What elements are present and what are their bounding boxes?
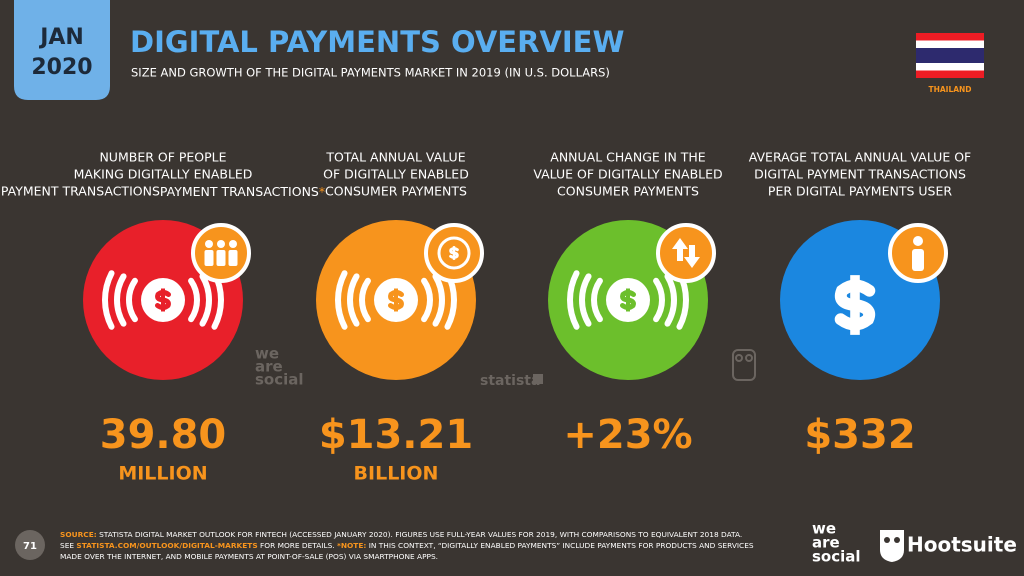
source-segment: *NOTE: [337,541,366,550]
page-number: 71 [23,541,37,552]
stat-unit: BILLION [354,463,439,485]
stat-label: MAKING DIGITALLY ENABLED [74,167,253,182]
flag-stripe [916,48,984,63]
stat-card: ANNUAL CHANGE IN THE VALUE OF DIGITALLY E… [533,150,722,459]
source-segment: SEE [60,541,76,550]
source-segment: STATISTA.COM/OUTLOOK/DIGITAL-MARKETS [76,541,257,550]
badge-coin [437,236,471,270]
stat-label: NUMBER OF PEOPLE [99,150,226,165]
person-head [205,240,213,248]
source-line: SEE STATISTA.COM/OUTLOOK/DIGITAL-MARKETS… [60,541,754,550]
source-line: SOURCE: STATISTA DIGITAL MARKET OUTLOOK … [60,530,742,539]
watermark-statista: statista [480,373,540,389]
signal-arc [653,277,665,323]
stat-unit: MILLION [118,463,207,485]
signal-arc [126,277,138,323]
logo-text: social [812,548,861,566]
person-head [217,240,225,248]
source: SOURCE: STATISTA DIGITAL MARKET OUTLOOK … [60,530,754,561]
stat-note: * [319,184,325,199]
stat-card: TOTAL ANNUAL VALUE OF DIGITALLY ENABLED CO… [316,150,484,485]
signal-arc [421,277,433,323]
arrow-down [684,245,700,268]
signal-arc [199,273,212,327]
signal-arc [591,277,603,323]
logo-text: we [812,520,836,538]
stat-value: $13.21 [319,412,473,458]
stat-label: ANNUAL CHANGE IN THE [550,150,706,165]
stat-value: $332 [804,412,915,458]
watermark-icon [533,374,543,384]
source-segment: FOR MORE DETAILS. [258,541,337,550]
watermark-owl [732,349,756,381]
stat-label: AVERAGE TOTAL ANNUAL VALUE OF [749,150,971,165]
signal-arc [335,270,348,330]
logo-hootsuite: Hootsuite [907,533,1017,557]
watermark-we-are-social: we are social [255,345,304,389]
person-body [204,250,214,266]
person-body [216,250,226,266]
source-segment: STATISTA DIGITAL MARKET OUTLOOK FOR FINT… [97,530,743,539]
signal-arc [188,277,200,323]
signal-arc [347,273,360,327]
stat-label: PAYMENT TRANSACTIONSPAYMENT TRANSACTIONS… [1,184,325,199]
signal-arc [579,273,592,327]
source-segment: MADE OVER THE INTERNET, AND MOBILE PAYME… [60,552,438,561]
stat-label: CONSUMER PAYMENTS [557,184,699,199]
source-segment: IN THIS CONTEXT, “DIGITALLY ENABLED PAYM… [366,541,754,550]
watermark-text: are [255,358,283,376]
logo-text: are [812,534,840,552]
stat-label-text: PAYMENT TRANSACTIONS [160,184,319,199]
signal-arc [359,277,371,323]
stat-label: OF DIGITALLY ENABLED [323,167,469,182]
signal-arc [567,270,580,330]
watermark-text: we [255,345,279,363]
person-body [228,250,238,266]
person-head [913,236,923,246]
arrow-up [672,238,688,261]
date-badge [14,0,110,100]
badge [656,223,716,283]
person-body [912,249,924,271]
person-head [229,240,237,248]
watermark-text: social [255,371,304,389]
page-badge [15,530,45,560]
stat-label: TOTAL ANNUAL VALUE [325,150,465,165]
stat-label: CONSUMER PAYMENTS [325,184,467,199]
date-year: 2020 [31,55,92,80]
signal-arc [664,273,677,327]
stats: NUMBER OF PEOPLE MAKING DIGITALLY ENABLED… [1,150,971,485]
logo-we-are-social: we are social [812,520,861,566]
signal-arc [432,273,445,327]
country: THAILAND [928,85,971,94]
signal-arc [102,270,115,330]
stat-value: +23% [563,412,692,458]
stat-label: DIGITAL PAYMENT TRANSACTIONS [754,167,966,182]
date-month: JAN [38,25,84,50]
stat-card: AVERAGE TOTAL ANNUAL VALUE OF DIGITAL PAY… [749,150,971,459]
stat-value: 39.80 [100,412,227,458]
hootsuite-owl [880,530,904,562]
stat-label: VALUE OF DIGITALLY ENABLED [533,167,722,182]
title: DIGITAL PAYMENTS OVERVIEW [130,25,624,59]
source-segment: SOURCE: [60,530,97,539]
subtitle: SIZE AND GROWTH OF THE DIGITAL PAYMENTS … [131,66,610,80]
source-line: MADE OVER THE INTERNET, AND MOBILE PAYME… [60,552,438,561]
stat-card: NUMBER OF PEOPLE MAKING DIGITALLY ENABLED… [1,150,325,485]
flag [916,33,984,78]
stat-label: PER DIGITAL PAYMENTS USER [768,184,952,199]
signal-arc [114,273,127,327]
